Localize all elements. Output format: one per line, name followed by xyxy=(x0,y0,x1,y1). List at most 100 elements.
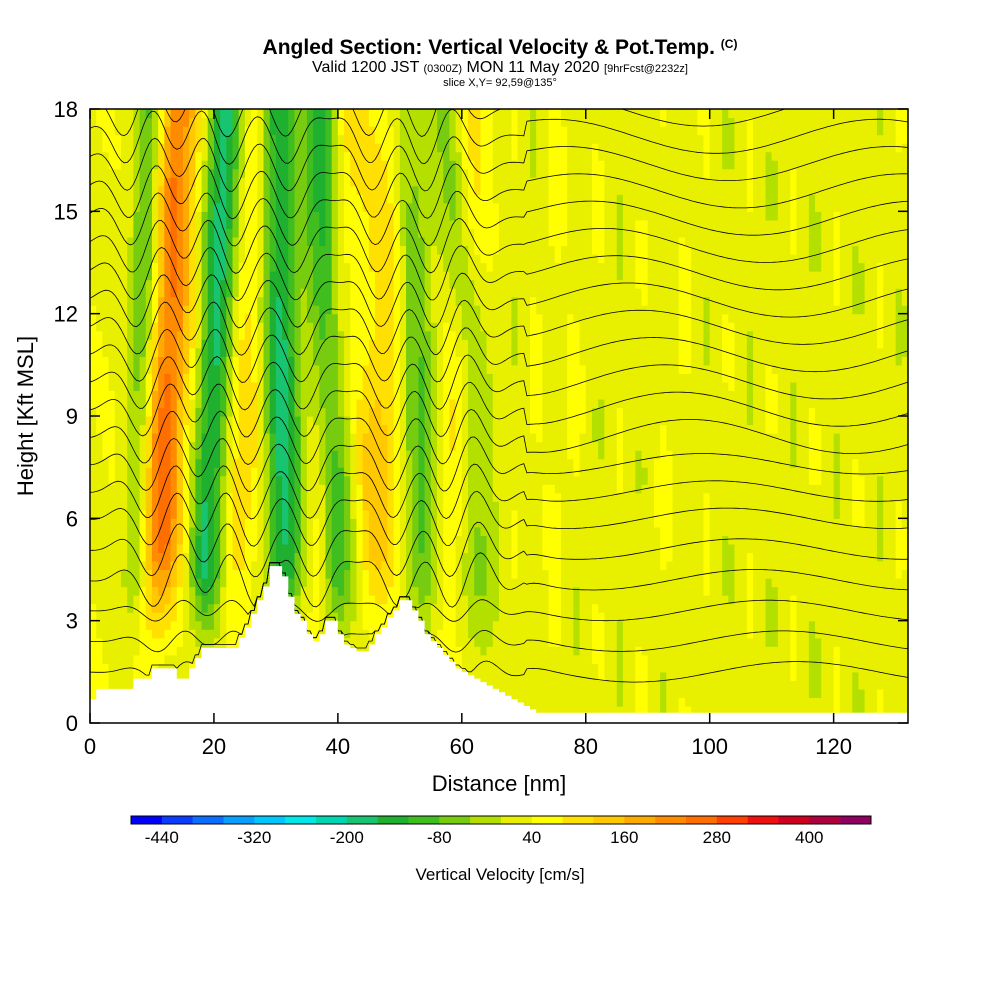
velocity-cell xyxy=(344,177,351,187)
velocity-cell xyxy=(430,595,438,605)
velocity-cell xyxy=(232,484,240,494)
velocity-cell xyxy=(108,569,116,579)
velocity-cell xyxy=(350,339,358,349)
velocity-cell xyxy=(455,433,463,443)
velocity-cell xyxy=(288,194,296,204)
velocity-cell xyxy=(517,637,525,647)
velocity-cell xyxy=(108,160,116,170)
velocity-cell xyxy=(313,347,320,357)
velocity-cell xyxy=(474,509,482,519)
velocity-cell xyxy=(133,245,141,255)
velocity-cell xyxy=(461,322,469,332)
velocity-cell xyxy=(337,543,345,554)
velocity-cell xyxy=(213,492,221,502)
velocity-cell xyxy=(120,475,128,485)
velocity-cell xyxy=(443,526,451,536)
velocity-cell xyxy=(96,160,103,170)
velocity-cell xyxy=(399,560,407,571)
velocity-cell xyxy=(368,526,376,536)
velocity-cell xyxy=(182,603,190,613)
velocity-cell xyxy=(461,433,469,443)
velocity-cell xyxy=(418,501,426,511)
velocity-cell xyxy=(381,398,389,409)
velocity-cell xyxy=(201,347,209,357)
velocity-cell xyxy=(344,117,351,127)
velocity-cell xyxy=(474,288,482,298)
velocity-cell xyxy=(356,603,364,613)
velocity-cell xyxy=(133,185,141,195)
velocity-cell xyxy=(213,313,221,323)
velocity-cell xyxy=(399,126,407,136)
velocity-cell xyxy=(207,620,215,630)
velocity-cell xyxy=(393,603,401,613)
velocity-cell xyxy=(511,569,519,579)
velocity-cell xyxy=(393,543,401,554)
velocity-cell xyxy=(368,262,376,272)
velocity-cell xyxy=(499,407,506,417)
velocity-cell xyxy=(275,134,283,144)
velocity-cell xyxy=(294,134,302,144)
velocity-cell xyxy=(201,450,209,460)
velocity-cell xyxy=(288,211,296,221)
velocity-cell xyxy=(468,373,475,383)
velocity-cell xyxy=(288,467,296,477)
velocity-cell xyxy=(486,356,494,366)
velocity-cell xyxy=(108,185,116,195)
velocity-cell xyxy=(232,109,240,119)
velocity-cell xyxy=(114,654,122,664)
velocity-cell xyxy=(207,433,215,443)
velocity-cell xyxy=(232,441,240,451)
velocity-cell xyxy=(108,305,116,315)
velocity-cell xyxy=(300,151,308,161)
velocity-cell xyxy=(294,475,302,485)
velocity-cell xyxy=(238,509,246,519)
velocity-cell xyxy=(195,219,203,229)
velocity-cell xyxy=(368,356,376,366)
velocity-cell xyxy=(189,339,196,349)
velocity-cell xyxy=(387,569,395,579)
velocity-cell xyxy=(399,356,407,366)
velocity-cell xyxy=(511,509,519,519)
velocity-cell xyxy=(505,253,512,264)
velocity-cell xyxy=(164,416,172,426)
velocity-cell xyxy=(288,424,296,434)
velocity-cell xyxy=(133,646,141,656)
velocity-cell xyxy=(393,185,401,195)
velocity-cell xyxy=(164,143,172,153)
velocity-cell xyxy=(269,228,277,238)
velocity-cell xyxy=(486,322,494,332)
velocity-cell xyxy=(375,407,382,417)
velocity-cell xyxy=(356,305,364,315)
velocity-cell xyxy=(437,416,444,426)
velocity-cell xyxy=(437,407,444,417)
velocity-cell xyxy=(306,552,314,562)
velocity-cell xyxy=(201,518,209,528)
velocity-cell xyxy=(381,109,389,119)
velocity-cell xyxy=(337,535,345,545)
velocity-cell xyxy=(393,535,401,545)
velocity-cell xyxy=(226,245,234,255)
velocity-cell xyxy=(511,552,519,562)
velocity-cell xyxy=(145,450,153,460)
velocity-cell xyxy=(108,322,116,332)
velocity-cell xyxy=(151,407,159,417)
velocity-cell xyxy=(486,381,494,392)
velocity-cell xyxy=(449,109,457,119)
velocity-cell xyxy=(114,364,122,374)
velocity-cell xyxy=(120,552,128,562)
velocity-cell xyxy=(108,501,116,511)
velocity-cell xyxy=(182,441,190,451)
velocity-cell xyxy=(331,526,339,536)
velocity-cell xyxy=(108,296,116,306)
velocity-cell xyxy=(381,168,389,178)
velocity-cell xyxy=(480,535,488,545)
velocity-cell xyxy=(499,560,506,571)
velocity-cell xyxy=(213,543,221,554)
velocity-cell xyxy=(325,271,333,281)
velocity-cell xyxy=(480,458,488,468)
velocity-cell xyxy=(412,160,420,170)
velocity-cell xyxy=(486,475,494,485)
velocity-cell xyxy=(313,381,320,392)
velocity-cell xyxy=(288,117,296,127)
velocity-cell xyxy=(151,629,159,639)
